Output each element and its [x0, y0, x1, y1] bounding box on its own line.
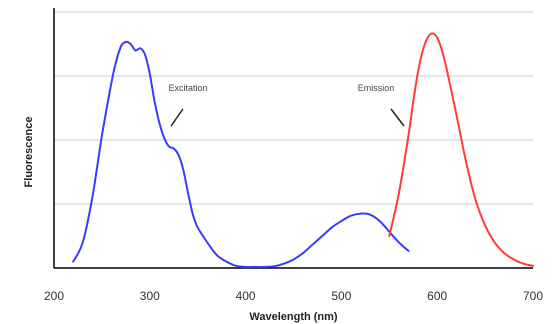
series-lines — [72, 32, 534, 269]
x-tick-label: 200 — [44, 289, 64, 303]
axes — [53, 8, 533, 269]
annotation-label-excitation: Excitation — [168, 83, 207, 93]
x-tick-label: 400 — [236, 289, 256, 303]
x-tick-label: 600 — [427, 289, 447, 303]
x-axis-title: Wavelength (nm) — [249, 311, 338, 323]
gridlines — [54, 11, 533, 205]
annotations: Excitation Emission — [168, 83, 405, 127]
x-tick-label: 700 — [523, 289, 543, 303]
x-tick-labels: 200 300 400 500 600 700 — [44, 289, 543, 303]
series-line-emission — [388, 32, 534, 267]
x-tick-label: 300 — [140, 289, 160, 303]
annotation-pointer-emission — [390, 108, 405, 127]
x-tick-label: 500 — [331, 289, 351, 303]
series-line-excitation — [72, 40, 410, 269]
y-axis-title: Fluorescence — [23, 117, 35, 188]
annotation-label-emission: Emission — [358, 83, 395, 93]
annotation-pointer-excitation — [170, 108, 184, 127]
